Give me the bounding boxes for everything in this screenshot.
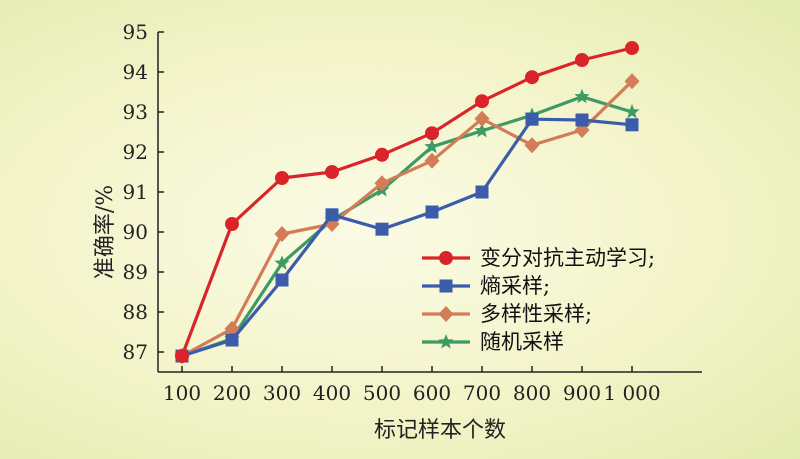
- data-point: [475, 185, 489, 199]
- legend-entry: 变分对抗主动学习;: [422, 246, 655, 270]
- data-point: [424, 138, 440, 154]
- data-point: [374, 175, 390, 192]
- data-point: [274, 255, 290, 270]
- x-tick-label: 100: [163, 381, 201, 405]
- data-point: [624, 73, 640, 90]
- data-point: [575, 53, 589, 67]
- data-point: [275, 171, 289, 185]
- legend-entry: 随机采样: [422, 330, 564, 354]
- x-tick-label: 200: [213, 381, 251, 405]
- y-tick-label: 94: [123, 60, 148, 84]
- data-point: [575, 113, 589, 127]
- legend-label: 变分对抗主动学习;: [480, 246, 655, 270]
- series-layer: [174, 41, 640, 364]
- y-tick-label: 88: [123, 300, 148, 324]
- data-point: [425, 126, 439, 141]
- data-point: [474, 110, 490, 127]
- legend-marker: [439, 251, 453, 265]
- y-tick-label: 95: [123, 20, 148, 44]
- legend-label: 熵采样;: [480, 274, 550, 298]
- data-point: [175, 349, 189, 363]
- series-line: [181, 117, 633, 358]
- y-tick-label: 91: [123, 180, 148, 204]
- data-point: [325, 165, 339, 179]
- series-line: [181, 80, 634, 358]
- axes: 87 88 89 90 91 92 93 94 95 100 200 300 400 500 600 700 8…: [93, 20, 702, 443]
- legend-label: 多样性采样;: [480, 302, 592, 326]
- series-line: [180, 46, 633, 357]
- data-point: [425, 205, 439, 219]
- data-point: [625, 41, 639, 55]
- data-point: [475, 94, 489, 109]
- data-point: [524, 137, 540, 154]
- y-tick-label: 92: [123, 140, 148, 164]
- y-tick-label: 87: [123, 340, 148, 364]
- y-tick-label: 90: [123, 220, 148, 244]
- x-tick-label: 800: [513, 381, 551, 405]
- data-point: [525, 70, 539, 85]
- x-tick-label: 600: [413, 381, 451, 405]
- legend-marker: [438, 306, 454, 322]
- data-point: [574, 88, 590, 104]
- data-point: [424, 152, 440, 169]
- data-point: [375, 222, 389, 236]
- legend-label: 随机采样: [480, 330, 564, 354]
- data-point: [624, 104, 640, 119]
- data-point: [224, 320, 240, 337]
- x-tick-label: 400: [313, 381, 351, 405]
- x-tick-label: 700: [463, 381, 501, 405]
- series-3: [174, 73, 640, 364]
- data-point: [474, 122, 490, 138]
- legend-marker: [439, 279, 453, 293]
- y-tick-label: 93: [123, 100, 148, 124]
- data-point: [625, 118, 639, 132]
- series-1: [175, 41, 639, 363]
- data-point: [325, 208, 339, 222]
- data-point: [275, 273, 289, 287]
- data-point: [375, 147, 389, 162]
- y-tick-label: 89: [123, 260, 148, 284]
- x-axis-title: 标记样本个数: [374, 418, 506, 443]
- data-point: [225, 333, 239, 347]
- series-line: [181, 95, 633, 358]
- x-tick-label: 900: [563, 381, 601, 405]
- x-tick-label: 1 000: [603, 381, 660, 405]
- x-tick-label: 300: [263, 381, 301, 405]
- y-axis-title: 准确率/%: [93, 185, 118, 279]
- x-tick-label: 500: [363, 381, 401, 405]
- legend-marker: [438, 334, 454, 349]
- legend-entry: 多样性采样;: [422, 302, 592, 326]
- legend: 变分对抗主动学习; 熵采样; 多样性采样; 随机采样: [422, 246, 655, 354]
- data-point: [225, 217, 239, 231]
- legend-entry: 熵采样;: [422, 274, 550, 298]
- data-point: [525, 112, 539, 126]
- data-point: [274, 226, 290, 242]
